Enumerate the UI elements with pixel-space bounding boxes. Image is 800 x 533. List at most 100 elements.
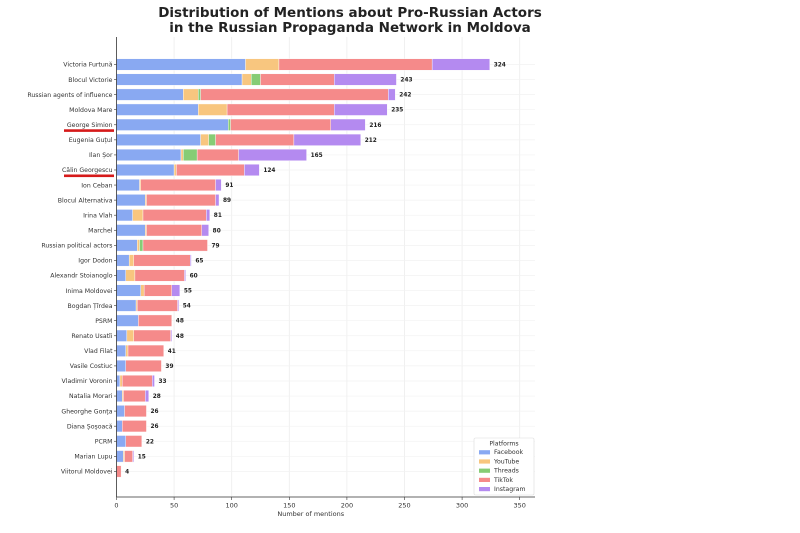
y-tick-label: Vladimir Voronin (62, 378, 113, 385)
x-tick-label: 0 (114, 502, 118, 510)
bar-value-label: 22 (146, 439, 154, 445)
bar-segment-facebook (116, 269, 126, 282)
x-tick-label: 200 (341, 502, 353, 510)
bar-value-label: 54 (183, 304, 191, 310)
bar-segment-instagram (171, 284, 181, 297)
y-tick-label: Natalia Morari (69, 393, 113, 400)
bar-value-label: 165 (311, 153, 323, 159)
bar-segment-facebook (116, 133, 201, 146)
y-tick-label: Călin Georgescu (62, 167, 113, 174)
legend-swatch-threads (479, 468, 490, 473)
bar-value-label: 216 (369, 123, 381, 129)
bar-segment-tiktok (116, 465, 122, 478)
bar-segment-facebook (116, 284, 141, 297)
highlight-underline (64, 174, 114, 178)
y-tick-label: Marian Lupu (74, 454, 112, 461)
bar-segment-instagram (215, 194, 220, 207)
bar-segment-youtube (180, 148, 184, 161)
bar-segment-youtube (140, 284, 145, 297)
bar-segment-youtube (173, 164, 177, 176)
bar-value-label: 80 (213, 228, 221, 234)
bar-segment-threads (183, 148, 198, 161)
bar-segment-threads (139, 239, 144, 252)
bar-segment-facebook (116, 329, 128, 342)
bar-segment-youtube (132, 209, 144, 222)
bar-segment-youtube (245, 58, 280, 71)
bar-segment-instagram (330, 118, 366, 131)
bar-segment-youtube (183, 88, 199, 101)
bar-segment-threads (251, 73, 261, 86)
bar-segment-facebook (116, 73, 243, 86)
y-tick-label: PCRM (95, 438, 113, 445)
bar-value-label: 28 (153, 394, 161, 400)
bar-segment-facebook (116, 194, 146, 207)
bar-segment-instagram (177, 299, 179, 312)
bar-value-label: 79 (212, 243, 220, 249)
bar-segment-youtube (137, 239, 140, 252)
y-tick-label: Ion Ceban (81, 182, 112, 189)
bar-value-label: 60 (190, 273, 198, 279)
bar-segment-tiktok (278, 58, 433, 71)
value-labels: 324 243 242 235 216 212 165 124 91 89 81 80 79 65 60 55… (125, 63, 506, 476)
bars (116, 58, 490, 478)
bar-segment-tiktok (123, 390, 146, 402)
bar-value-label: 48 (176, 334, 184, 340)
bar-value-label: 81 (214, 213, 222, 219)
bar-segment-tiktok (146, 194, 216, 207)
x-tick-label: 150 (283, 502, 295, 510)
y-tick-label: Ilan Șor (89, 152, 113, 159)
y-tick-label: Marchel (88, 227, 113, 234)
x-axis-label: Number of mentions (277, 510, 344, 518)
bar-segment-tiktok (124, 450, 133, 463)
bar-segment-youtube (128, 254, 134, 267)
y-tick-label: Victoria Furtună (63, 62, 112, 69)
bar-segment-facebook (116, 405, 125, 418)
legend-item-threads: Threads (493, 468, 519, 475)
bar-segment-facebook (116, 179, 140, 192)
bar-segment-facebook (116, 375, 121, 387)
bar-segment-tiktok (146, 224, 202, 237)
bar-segment-youtube (125, 269, 136, 282)
chart-title-line-1: Distribution of Mentions about Pro-Russi… (158, 5, 542, 21)
bar-segment-instagram (132, 450, 134, 463)
y-tick-label: Moldova Mare (69, 107, 113, 114)
bar-segment-tiktok (133, 254, 191, 267)
bar-segment-threads (208, 133, 216, 146)
bar-segment-tiktok (134, 269, 185, 282)
y-tick-label: Vlad Filat (84, 348, 113, 355)
bar-segment-facebook (116, 390, 123, 402)
legend-swatch-facebook (479, 450, 490, 455)
bar-value-label: 33 (159, 379, 167, 385)
legend-item-youtube: YouTube (493, 458, 519, 465)
bar-value-label: 26 (150, 409, 158, 415)
bar-segment-facebook (116, 164, 175, 176)
y-tick-label: Viitorul Moldovei (61, 469, 113, 476)
x-tick-label: 50 (170, 502, 178, 510)
bar-value-label: 41 (168, 349, 176, 355)
bar-segment-facebook (116, 224, 146, 237)
y-tick-label: Eugenia Guțul (69, 137, 113, 145)
y-tick-label: Renato Usatîi (71, 332, 112, 340)
legend-item-tiktok: TikTok (493, 477, 513, 484)
bar-segment-youtube (125, 344, 129, 357)
bar-segment-instagram (238, 148, 307, 161)
y-tick-label: Russian agents of influence (27, 92, 112, 99)
bar-segment-youtube (200, 133, 209, 146)
bar-value-label: 235 (391, 108, 403, 114)
bar-value-label: 65 (195, 258, 203, 264)
bar-segment-instagram (244, 164, 260, 176)
bar-segment-tiktok (133, 329, 171, 342)
bar-value-label: 124 (263, 168, 275, 174)
y-tick-label: Inima Moldovei (66, 288, 113, 295)
y-tick-label: PSRM (95, 318, 112, 325)
bar-segment-tiktok (226, 103, 335, 116)
bar-segment-tiktok (142, 209, 207, 222)
bar-value-label: 324 (494, 63, 506, 69)
bar-segment-tiktok (143, 284, 172, 297)
bar-segment-instagram (152, 375, 155, 387)
chart-title-line-2: in the Russian Propaganda Network in Mol… (169, 20, 531, 36)
bar-segment-facebook (116, 359, 126, 372)
legend-swatch-instagram (479, 487, 490, 492)
bar-value-label: 89 (223, 198, 231, 204)
bar-value-label: 242 (399, 93, 411, 99)
